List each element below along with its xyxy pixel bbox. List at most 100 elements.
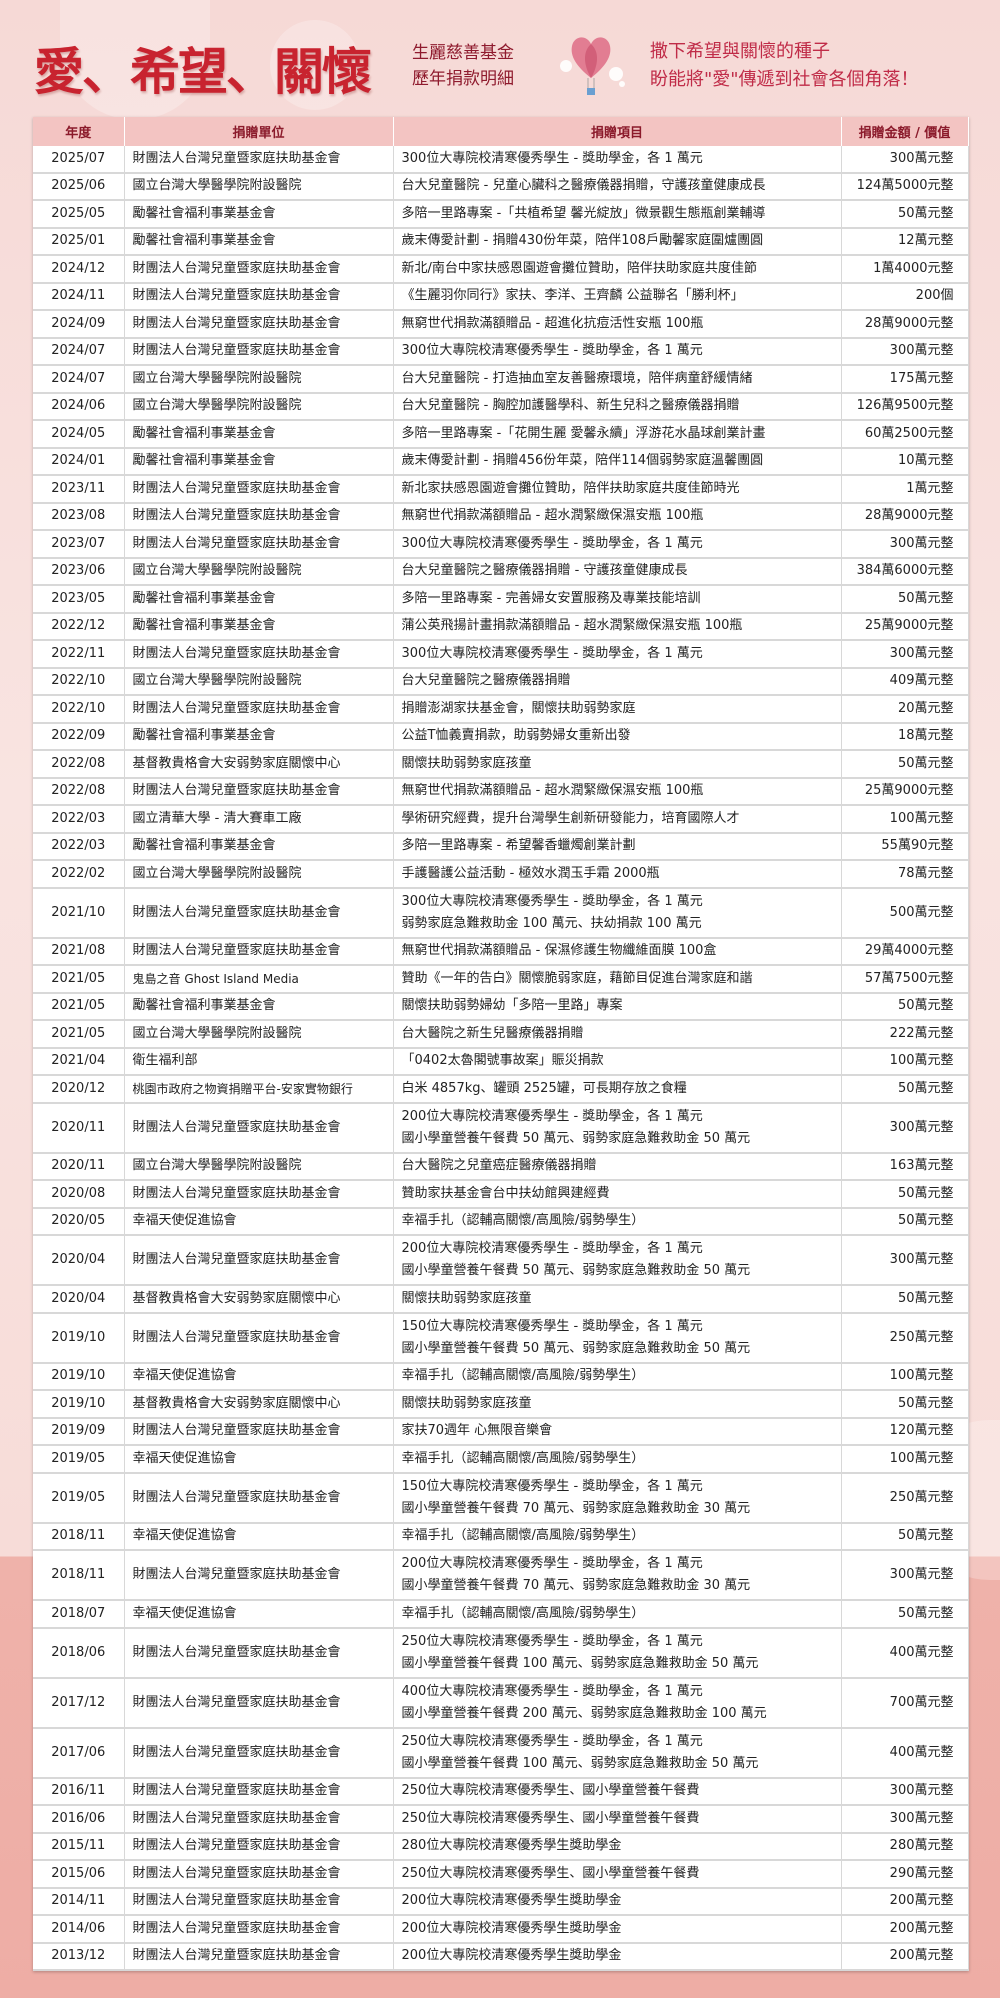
recipient-cell: 財團法人台灣兒童暨家庭扶助基金會 <box>124 640 394 669</box>
amount-cell: 384萬6000元整 <box>841 557 969 586</box>
item-cell: 多陪一里路專案 - 完善婦女安置服務及專業技能培訓 <box>393 585 842 614</box>
year-cell: 2024/05 <box>33 420 125 449</box>
table-row: 2022/08 基督教貴格會大安弱勢家庭關懷中心 關懷扶助弱勢家庭孩童 50萬元整 <box>33 750 969 779</box>
year-cell: 2020/08 <box>33 1180 125 1209</box>
recipient-cell: 財團法人台灣兒童暨家庭扶助基金會 <box>124 695 394 724</box>
recipient-cell: 衛生福利部 <box>124 1047 394 1076</box>
amount-cell: 50萬元整 <box>841 1180 969 1209</box>
item-cell: 400位大專院校清寒優秀學生 - 獎助學金，各 1 萬元 國小學童營養午餐費 20… <box>393 1677 842 1729</box>
recipient-cell: 幸福天使促進協會 <box>124 1600 394 1629</box>
item-cell: 無窮世代捐款滿額贈品 - 超進化抗痘活性安瓶 100瓶 <box>393 310 842 339</box>
year-cell: 2021/04 <box>33 1047 125 1076</box>
year-cell: 2019/05 <box>33 1445 125 1474</box>
item-cell: 300位大專院校清寒優秀學生 - 獎助學金，各 1 萬元 <box>393 337 842 366</box>
year-cell: 2020/05 <box>33 1207 125 1236</box>
recipient-cell: 國立台灣大學醫學院附設醫院 <box>124 365 394 394</box>
item-cell: 「0402太魯閣號事故案」賑災捐款 <box>393 1047 842 1076</box>
year-cell: 2014/06 <box>33 1915 125 1944</box>
year-cell: 2024/07 <box>33 337 125 366</box>
amount-cell: 124萬5000元整 <box>841 172 969 201</box>
item-cell: 300位大專院校清寒優秀學生 - 獎助學金，各 1 萬元 <box>393 146 842 174</box>
table-row: 2019/09 財團法人台灣兒童暨家庭扶助基金會 家扶70週年 心無限音樂會 120萬… <box>33 1417 969 1446</box>
year-cell: 2015/06 <box>33 1860 125 1889</box>
amount-cell: 60萬2500元整 <box>841 420 969 449</box>
item-cell: 無窮世代捐款滿額贈品 - 保濕修護生物纖維面膜 100盒 <box>393 937 842 966</box>
recipient-cell: 國立台灣大學醫學院附設醫院 <box>124 667 394 696</box>
recipient-cell: 基督教貴格會大安弱勢家庭關懷中心 <box>124 750 394 779</box>
item-cell: 家扶70週年 心無限音樂會 <box>393 1417 842 1446</box>
table-row: 2022/02 國立台灣大學醫學院附設醫院 手護醫護公益活動 - 極效水潤玉手霜 2… <box>33 860 969 889</box>
item-line-2: 國小學童營養午餐費 70 萬元、弱勢家庭急難救助金 30 萬元 <box>401 1578 751 1593</box>
table-row: 2016/11 財團法人台灣兒童暨家庭扶助基金會 250位大專院校清寒優秀學生、國小… <box>33 1777 969 1806</box>
item-cell: 200位大專院校清寒優秀學生獎助學金 <box>393 1887 842 1916</box>
year-cell: 2023/05 <box>33 585 125 614</box>
year-cell: 2024/01 <box>33 447 125 476</box>
item-line-1: 150位大專院校清寒優秀學生 - 獎助學金，各 1 萬元 <box>401 1478 703 1494</box>
amount-cell: 300萬元整 <box>841 640 969 669</box>
item-cell: 學術研究經費，提升台灣學生創新研發能力，培育國際人才 <box>393 805 842 834</box>
recipient-cell: 勵馨社會福利事業基金會 <box>124 612 394 641</box>
table-row: 2022/09 勵馨社會福利事業基金會 公益T恤義賣捐款，助弱勢婦女重新出發 18萬元… <box>33 722 969 751</box>
donation-table: 年度 捐贈單位 捐贈項目 捐贈金額 / 價值 2025/07 財團法人台灣兒童暨家… <box>33 117 969 1971</box>
item-cell: 《生麗羽你同行》家扶、李洋、王齊麟 公益聯名「勝利杯」 <box>393 282 842 311</box>
table-header-row: 年度 捐贈單位 捐贈項目 捐贈金額 / 價值 <box>33 117 969 146</box>
item-line-1: 200位大專院校清寒優秀學生 - 獎助學金，各 1 萬元 <box>401 1241 703 1256</box>
amount-cell: 222萬元整 <box>841 1020 969 1049</box>
year-cell: 2022/10 <box>33 667 125 696</box>
recipient-cell: 國立台灣大學醫學院附設醫院 <box>124 172 394 201</box>
item-cell: 台大兒童醫院 - 打造抽血室友善醫療環境，陪伴病童舒緩情緒 <box>393 365 842 394</box>
amount-cell: 25萬9000元整 <box>841 777 969 806</box>
year-cell: 2020/04 <box>33 1235 125 1286</box>
item-line-2: 國小學童營養午餐費 70 萬元、弱勢家庭急難救助金 30 萬元 <box>401 1500 751 1516</box>
item-cell: 白米 4857kg、罐頭 2525罐，可長期存放之食糧 <box>393 1075 842 1104</box>
table-row: 2024/07 國立台灣大學醫學院附設醫院 台大兒童醫院 - 打造抽血室友善醫療環境… <box>33 365 969 394</box>
table-body: 2025/07 財團法人台灣兒童暨家庭扶助基金會 300位大專院校清寒優秀學生 - … <box>33 146 969 1971</box>
amount-cell: 18萬元整 <box>841 722 969 751</box>
year-cell: 2024/06 <box>33 392 125 421</box>
amount-cell: 28萬9000元整 <box>841 502 969 531</box>
table-row: 2015/11 財團法人台灣兒童暨家庭扶助基金會 280位大專院校清寒優秀學生獎助學… <box>33 1832 969 1861</box>
amount-cell: 290萬元整 <box>841 1860 969 1889</box>
recipient-cell: 財團法人台灣兒童暨家庭扶助基金會 <box>124 475 394 504</box>
item-cell: 關懷扶助弱勢婦幼「多陪一里路」專案 <box>393 992 842 1021</box>
item-cell: 150位大專院校清寒優秀學生 - 獎助學金，各 1 萬元國小學童營養午餐費 70… <box>393 1472 842 1524</box>
table-row: 2024/05 勵馨社會福利事業基金會 多陪一里路專案 -「花開生麗 愛馨永續」浮游… <box>33 420 969 449</box>
year-cell: 2020/11 <box>33 1152 125 1181</box>
amount-cell: 126萬9500元整 <box>841 392 969 421</box>
item-cell: 蒲公英飛揚計畫捐款滿額贈品 - 超水潤緊緻保濕安瓶 100瓶 <box>393 612 842 641</box>
year-cell: 2019/09 <box>33 1417 125 1446</box>
year-cell: 2020/04 <box>33 1285 125 1314</box>
item-cell: 幸福手扎（認輔高關懷/高風險/弱勢學生） <box>393 1362 842 1391</box>
year-cell: 2019/10 <box>33 1362 125 1391</box>
recipient-cell: 勵馨社會福利事業基金會 <box>124 227 394 256</box>
amount-cell: 300萬元整 <box>841 1550 969 1601</box>
recipient-cell: 幸福天使促進協會 <box>124 1445 394 1474</box>
item-cell: 280位大專院校清寒優秀學生獎助學金 <box>393 1832 842 1861</box>
item-cell: 300位大專院校清寒優秀學生 - 獎助學金，各 1 萬元 <box>393 640 842 669</box>
recipient-cell: 幸福天使促進協會 <box>124 1522 394 1551</box>
recipient-cell: 財團法人台灣兒童暨家庭扶助基金會 <box>124 777 394 806</box>
year-cell: 2022/02 <box>33 860 125 889</box>
slogan: 撒下希望與關懷的種子 盼能將"愛"傳遞到社會各個角落！ <box>650 38 980 94</box>
year-cell: 2019/10 <box>33 1312 125 1364</box>
table-row: 2018/11 幸福天使促進協會 幸福手扎（認輔高關懷/高風險/弱勢學生） 50萬元整 <box>33 1522 969 1551</box>
table-row: 2021/08 財團法人台灣兒童暨家庭扶助基金會 無窮世代捐款滿額贈品 - 保濕修護… <box>33 937 969 966</box>
amount-cell: 300萬元整 <box>841 1805 969 1834</box>
item-line-1: 200位大專院校清寒優秀學生 - 獎助學金，各 1 萬元 <box>401 1108 703 1124</box>
table-row: 2021/04 衛生福利部 「0402太魯閣號事故案」賑災捐款 100萬元整 <box>33 1047 969 1076</box>
item-cell: 300位大專院校清寒優秀學生 - 獎助學金，各 1 萬元 <box>393 530 842 559</box>
item-line-2: 國小學童營養午餐費 50 萬元、弱勢家庭急難救助金 50 萬元 <box>401 1130 751 1146</box>
table-row: 2023/11 財團法人台灣兒童暨家庭扶助基金會 新北家扶感恩園遊會攤位贊助，陪伴扶… <box>33 475 969 504</box>
amount-cell: 50萬元整 <box>841 1285 969 1314</box>
amount-cell: 300萬元整 <box>841 1235 969 1286</box>
year-cell: 2023/11 <box>33 475 125 504</box>
year-cell: 2021/05 <box>33 1020 125 1049</box>
table-row: 2020/08 財團法人台灣兒童暨家庭扶助基金會 贊助家扶基金會台中扶幼館興建經費 5… <box>33 1180 969 1209</box>
year-cell: 2022/03 <box>33 805 125 834</box>
item-cell: 200位大專院校清寒優秀學生獎助學金 <box>393 1942 842 1971</box>
year-cell: 2024/12 <box>33 255 125 284</box>
year-cell: 2025/06 <box>33 172 125 201</box>
item-cell: 歲末傳愛計劃 - 捐贈430份年菜，陪伴108戶勵馨家庭圍爐團圓 <box>393 227 842 256</box>
year-cell: 2025/01 <box>33 227 125 256</box>
year-cell: 2021/08 <box>33 937 125 966</box>
